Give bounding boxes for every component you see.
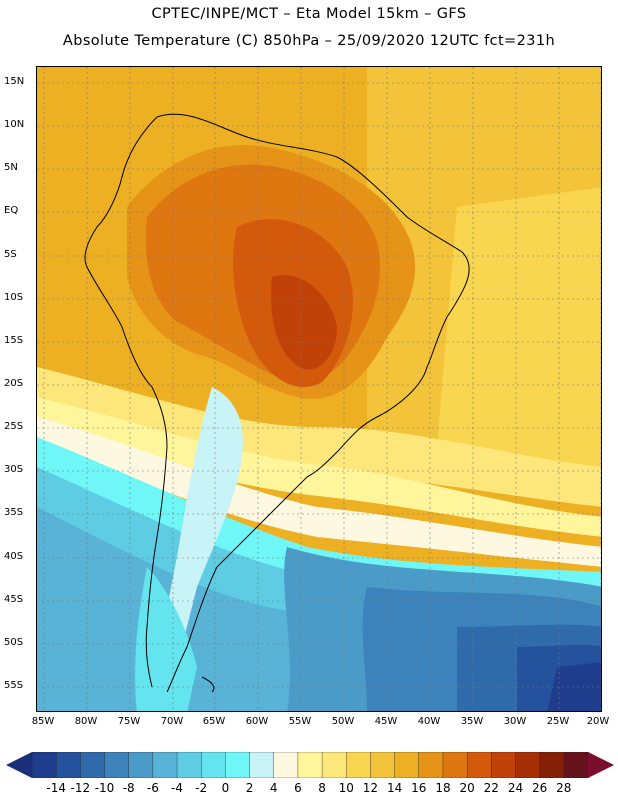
colorbar-tick-label: 16 [411,781,427,795]
temperature-field [37,67,601,711]
lon-label: 80W [74,716,98,727]
colorbar-cell [128,752,154,778]
colorbar-tick-label: 14 [386,781,403,795]
colorbar-cell [370,752,396,778]
colorbar-tick-label: 0 [221,781,230,795]
colorbar-tick-label: 4 [269,781,278,795]
lon-label: 70W [160,716,184,727]
lat-label: 5S [4,249,17,260]
colorbar-cell [201,752,227,778]
lat-label: 40S [4,551,24,562]
colorbar-tick-label: 2 [245,781,254,795]
lon-label: 25W [546,716,570,727]
colorbar-cell [152,752,178,778]
lat-label: 25S [4,421,24,432]
colorbar-cell [539,752,565,778]
coastline [84,113,470,693]
lat-label: 55S [4,680,24,691]
lat-label: 50S [4,637,24,648]
lat-label: 10S [4,292,24,303]
colorbar-tick-label: 10 [338,781,354,795]
map-title-line1: CPTEC/INPE/MCT – Eta Model 15km – GFS [151,6,467,22]
colorbar-cell [104,752,130,778]
lat-label: 45S [4,594,24,605]
colorbar-cell [297,752,323,778]
colorbar-cell [491,752,517,778]
lat-label: 15N [4,76,25,87]
colorbar-tick-label: -8 [122,781,135,795]
colorbar-max-arrow [588,752,614,778]
colorbar-cell [249,752,275,778]
lat-label: 5N [4,162,18,173]
lon-label: 45W [374,716,398,727]
colorbar-cell [273,752,299,778]
colorbar-tick-label: 20 [459,781,475,795]
colorbar-cell [55,752,82,778]
colorbar-tick-label: 22 [483,781,499,795]
lat-label: 35S [4,507,24,518]
temperature-map [36,66,602,712]
colorbar-tick-label: -4 [171,781,184,795]
lon-label: 75W [117,716,141,727]
colorbar-cell [31,752,57,778]
colorbar-tick-label: 18 [435,781,451,795]
colorbar-cell [321,752,347,778]
lon-label: 60W [245,716,269,727]
lat-label: 15S [4,335,24,346]
colorbar-cell [466,752,493,778]
colorbar-min-arrow [6,752,32,778]
colorbar [6,752,614,778]
colorbar-tick-label: 26 [532,781,548,795]
lat-label: 10N [4,119,25,130]
colorbar-tick-label: 12 [362,781,379,795]
colorbar-tick-label: 24 [507,781,524,795]
colorbar-cell [225,752,251,778]
lon-label: 85W [31,716,55,727]
lon-label: 65W [202,716,226,727]
colorbar-cell [176,752,202,778]
colorbar-tick-label: 8 [318,781,326,795]
colorbar-tick-label: -12 [70,781,91,795]
colorbar-tick-label: -10 [94,781,115,795]
colorbar-cell [346,752,372,778]
colorbar-tick-label: -6 [146,781,159,795]
colorbar-cell [80,752,106,778]
lon-label: 55W [288,716,312,727]
colorbar-cell [442,752,468,778]
lon-label: 50W [331,716,355,727]
map-title-line2: Absolute Temperature (C) 850hPa – 25/09/… [62,33,556,49]
colorbar-cell [394,752,420,778]
lon-label: 35W [460,716,484,727]
colorbar-tick-label: -14 [46,781,66,795]
lat-label: EQ [4,205,19,216]
lon-label: 40W [417,716,441,727]
lat-label: 30S [4,464,24,475]
colorbar-cell [515,752,541,778]
lon-label: 30W [503,716,527,727]
colorbar-tick-label: -2 [195,781,208,795]
colorbar-cell [563,752,589,778]
lat-label: 20S [4,378,24,389]
colorbar-cell [418,752,444,778]
lon-label: 20W [586,716,610,727]
colorbar-tick-label: 6 [294,781,302,795]
colorbar-tick-label: 28 [556,781,572,795]
